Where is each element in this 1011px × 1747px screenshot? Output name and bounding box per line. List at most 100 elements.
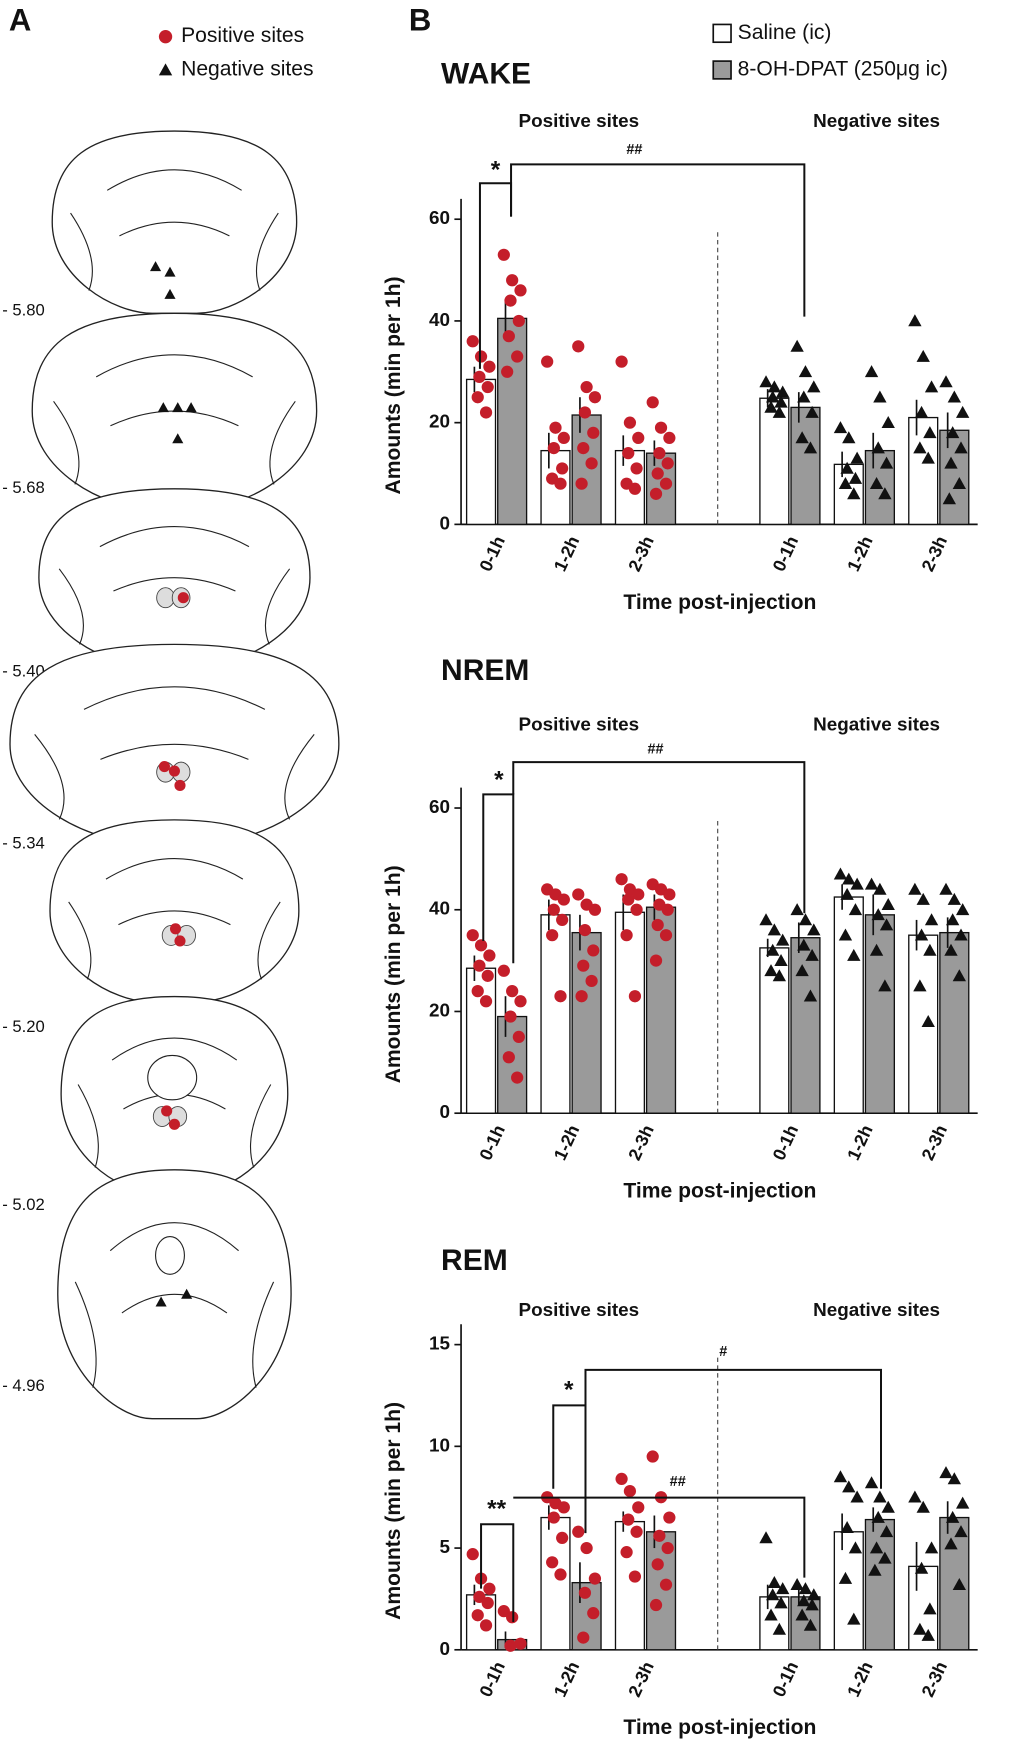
- data-point: [572, 888, 584, 900]
- data-point: [956, 406, 969, 418]
- data-point: [587, 427, 599, 439]
- data-point: [663, 888, 675, 900]
- bar: [541, 915, 570, 1113]
- data-point: [850, 452, 863, 464]
- data-point: [513, 315, 525, 327]
- data-point: [572, 1526, 584, 1538]
- bar: [865, 915, 894, 1113]
- bar: [541, 451, 570, 525]
- data-point: [587, 1607, 599, 1619]
- data-point: [652, 919, 664, 931]
- data-point: [939, 375, 952, 387]
- data-point: [624, 417, 636, 429]
- data-point: [483, 949, 495, 961]
- significance-bracket: [511, 164, 804, 316]
- data-point: [882, 416, 895, 428]
- bar: [615, 912, 644, 1113]
- data-point: [873, 1491, 886, 1503]
- bar: [498, 318, 527, 524]
- ventricle: [148, 1055, 197, 1099]
- data-point: [629, 1570, 641, 1582]
- data-point: [663, 1511, 675, 1523]
- data-point: [577, 960, 589, 972]
- data-point: [759, 1531, 772, 1543]
- positive-site: [174, 935, 185, 946]
- data-point: [908, 883, 921, 895]
- data-point: [834, 1470, 847, 1482]
- data-point: [556, 1532, 568, 1544]
- data-point: [622, 893, 634, 905]
- data-point: [790, 1578, 803, 1590]
- data-point: [652, 1558, 664, 1570]
- data-point: [650, 488, 662, 500]
- data-point: [882, 898, 895, 910]
- x-tick-label: 2-3h: [918, 1122, 952, 1164]
- positive-site: [170, 923, 181, 934]
- data-point: [585, 457, 597, 469]
- data-point: [556, 914, 568, 926]
- data-point: [647, 1450, 659, 1462]
- data-point: [615, 873, 627, 885]
- y-tick-label: 20: [429, 412, 450, 433]
- data-point: [575, 478, 587, 490]
- data-point: [554, 1568, 566, 1580]
- data-point: [506, 274, 518, 286]
- annotations: * ##: [480, 142, 804, 369]
- data-point: [917, 350, 930, 362]
- positive-site: [159, 761, 170, 772]
- panel-label: B: [409, 2, 431, 37]
- data-point: [620, 929, 632, 941]
- y-tick-label: 60: [429, 797, 450, 818]
- data-point: [480, 1619, 492, 1631]
- y-tick-label: 5: [439, 1537, 450, 1558]
- data-point: [572, 340, 584, 352]
- data-point: [660, 929, 672, 941]
- y-tick-label: 40: [429, 899, 450, 920]
- data-point: [503, 330, 515, 342]
- x-tick-label: 0-1h: [475, 533, 509, 575]
- data-point: [504, 294, 516, 306]
- significance-label: *: [491, 157, 501, 184]
- bar: [791, 407, 820, 524]
- data-point: [558, 893, 570, 905]
- data-point: [622, 1513, 634, 1525]
- data-point: [873, 391, 886, 403]
- data-point: [514, 284, 526, 296]
- data-point: [956, 1497, 969, 1509]
- data-point: [472, 391, 484, 403]
- data-point: [482, 970, 494, 982]
- data-point: [587, 944, 599, 956]
- x-tick-label: 0-1h: [769, 1122, 803, 1164]
- positive-site: [161, 1105, 172, 1116]
- legend-swatch: [713, 61, 731, 79]
- x-tick-label: 1-2h: [550, 1658, 584, 1700]
- data-point: [467, 1548, 479, 1560]
- legend-swatch: [713, 24, 731, 42]
- significance-label: ##: [626, 142, 642, 158]
- y-axis-label: Amounts (min per 1h): [382, 865, 405, 1083]
- bar: [791, 938, 820, 1113]
- data-point: [834, 867, 847, 879]
- group-label: Negative sites: [813, 111, 940, 132]
- figure: APositive sitesNegative sites- 5.80- 5.6…: [0, 0, 1011, 1747]
- data-point: [577, 442, 589, 454]
- data-point: [506, 985, 518, 997]
- legend-label: Positive sites: [181, 24, 304, 47]
- data-point: [498, 249, 510, 261]
- x-axis-label: Time post-injection: [623, 591, 816, 614]
- data-point: [865, 878, 878, 890]
- data-point: [630, 462, 642, 474]
- data-point: [546, 929, 558, 941]
- y-tick-label: 15: [429, 1334, 450, 1355]
- data-point: [652, 467, 664, 479]
- data-point: [939, 883, 952, 895]
- data-point: [939, 1466, 952, 1478]
- positive-site: [169, 765, 180, 776]
- data-point: [483, 361, 495, 373]
- data-point: [579, 1587, 591, 1599]
- data-point: [865, 1476, 878, 1488]
- chart-title: REM: [441, 1244, 508, 1277]
- legend-label: 8-OH-DPAT (250μg ic): [738, 58, 948, 81]
- ventricle: [156, 1237, 185, 1275]
- x-tick-label: 1-2h: [843, 533, 877, 575]
